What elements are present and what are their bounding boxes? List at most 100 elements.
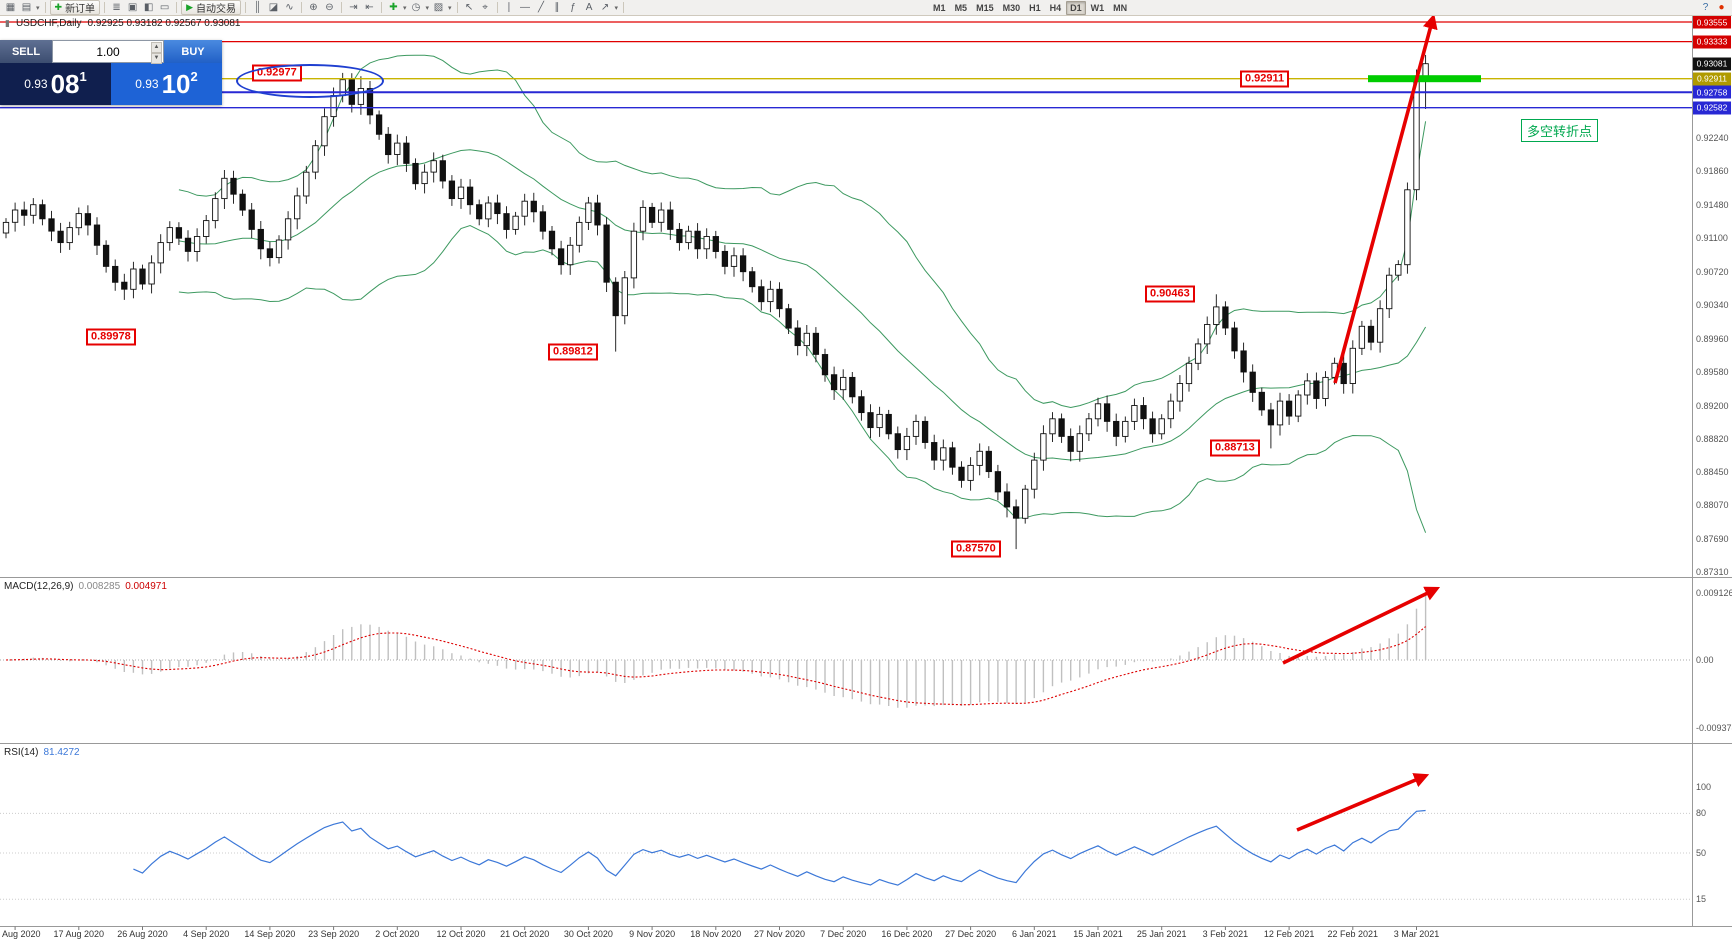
terminal-icon[interactable]: ▭ bbox=[159, 2, 170, 13]
buy-button[interactable]: BUY bbox=[164, 40, 222, 63]
indicators-icon[interactable]: ✚ bbox=[389, 2, 398, 13]
price-annotation-0.89978[interactable]: 0.89978 bbox=[86, 328, 136, 346]
date-axis-label: 3 Mar 2021 bbox=[1393, 929, 1440, 939]
trendline-icon[interactable]: ╱ bbox=[538, 2, 545, 13]
record-icon[interactable]: ● bbox=[1718, 2, 1725, 13]
indicators-caret-icon[interactable]: ▾ bbox=[402, 4, 407, 12]
crosshair-icon[interactable]: ⌖ bbox=[482, 2, 488, 13]
auto-scroll-icon[interactable]: ⇥ bbox=[349, 2, 358, 13]
candles bbox=[2, 54, 1429, 550]
volume-spinner: ▲ ▼ bbox=[151, 42, 162, 64]
macd-signal-value: 0.004971 bbox=[125, 581, 167, 592]
new-order-button-label: 新订单 bbox=[65, 4, 96, 15]
price-annotation-0.92911[interactable]: 0.92911 bbox=[1240, 70, 1290, 88]
text-icon[interactable]: A bbox=[585, 2, 593, 13]
ask-price-button[interactable]: 0.93 10 2 bbox=[111, 63, 222, 105]
timeframe-mn-button[interactable]: MN bbox=[1113, 2, 1128, 13]
data-window-icon[interactable]: ▣ bbox=[127, 2, 138, 13]
price-axis-tag-0.92911: 0.92911 bbox=[1693, 72, 1731, 86]
date-axis-label: 12 Oct 2020 bbox=[436, 929, 486, 939]
auto-trading-button-label: 自动交易 bbox=[195, 4, 236, 15]
green-highlight-bar[interactable] bbox=[1368, 75, 1481, 83]
rsi-value: 81.4272 bbox=[43, 747, 80, 758]
rsi-indicator-label: RSI(14) 81.4272 bbox=[4, 747, 80, 758]
trend-arrow-2[interactable] bbox=[1282, 586, 1441, 665]
arrows-icon[interactable]: ↗ bbox=[600, 2, 610, 13]
volume-down-icon[interactable]: ▼ bbox=[151, 53, 162, 64]
profiles-icon[interactable]: ▤ bbox=[21, 2, 32, 13]
new-chart-icon[interactable]: ▦ bbox=[5, 2, 16, 13]
date-axis-label: 18 Nov 2020 bbox=[690, 929, 742, 939]
volume-input[interactable] bbox=[53, 43, 163, 60]
rsi-axis-label: 50 bbox=[1696, 848, 1707, 858]
price-axis-label: 0.87310 bbox=[1696, 567, 1729, 577]
cursor-icon[interactable]: ↖ bbox=[464, 2, 474, 13]
toolbar-separator bbox=[244, 2, 246, 13]
macd-indicator-label: MACD(12,26,9) 0.008285 0.004971 bbox=[4, 581, 167, 592]
rsi-axis-label: 100 bbox=[1696, 782, 1712, 792]
turning-point-note[interactable]: 多空转折点 bbox=[1521, 119, 1599, 142]
price-axis-label: 0.89960 bbox=[1696, 333, 1729, 344]
rsi-line bbox=[133, 809, 1426, 886]
zoom-out-icon[interactable]: ⊖ bbox=[325, 2, 334, 13]
timeframe-w1-button[interactable]: W1 bbox=[1090, 2, 1105, 13]
chart-title: ▮ USDCHF,Daily 0.92925 0.93182 0.92567 0… bbox=[5, 18, 240, 29]
auto-trading-button[interactable]: ▶ 自动交易 bbox=[181, 0, 241, 15]
timeframe-m30-button[interactable]: M30 bbox=[1002, 2, 1021, 13]
channel-icon[interactable]: ∥ bbox=[554, 2, 560, 13]
help-icon[interactable]: ? bbox=[1702, 2, 1709, 13]
date-axis-label: 7 Dec 2020 bbox=[820, 929, 867, 939]
candlestick-chart-icon[interactable]: ◪ bbox=[268, 2, 279, 13]
trend-arrow-1[interactable] bbox=[1333, 13, 1438, 384]
date-axis-label: 16 Dec 2020 bbox=[881, 929, 933, 939]
date-axis-label: 6 Jan 2021 bbox=[1012, 929, 1057, 939]
line-chart-icon[interactable]: ∿ bbox=[285, 2, 294, 13]
navigator-icon[interactable]: ◧ bbox=[143, 2, 154, 13]
timeframe-m1-button[interactable]: M1 bbox=[933, 2, 946, 13]
bid-price-button[interactable]: 0.93 08 1 bbox=[0, 63, 111, 105]
new-order-button-icon: ✚ bbox=[54, 2, 63, 12]
chart-ohlc-values: 0.92925 0.93182 0.92567 0.93081 bbox=[87, 18, 241, 29]
timeframe-m5-button[interactable]: M5 bbox=[954, 2, 968, 13]
vertical-line-icon[interactable]: ∣ bbox=[506, 2, 512, 13]
timeframe-h4-button[interactable]: H4 bbox=[1049, 2, 1062, 13]
profiles-caret-icon[interactable]: ▾ bbox=[36, 4, 40, 12]
new-order-button[interactable]: ✚ 新订单 bbox=[49, 0, 101, 15]
chart-shift-icon[interactable]: ⇤ bbox=[365, 2, 374, 13]
price-axis-label: 0.91860 bbox=[1696, 166, 1729, 177]
periods-caret-icon[interactable]: ▾ bbox=[425, 4, 430, 12]
toolbar-separator bbox=[623, 2, 625, 13]
market-watch-icon[interactable]: ≣ bbox=[112, 2, 121, 13]
timeframe-h1-button[interactable]: H1 bbox=[1029, 2, 1041, 13]
price-axis-label: 0.91100 bbox=[1696, 233, 1728, 244]
horizontal-line-icon[interactable]: ― bbox=[520, 2, 531, 13]
trend-arrow-3[interactable] bbox=[1296, 773, 1430, 832]
arrows-caret-icon[interactable]: ▾ bbox=[614, 4, 619, 12]
rsi-axis-label: 80 bbox=[1696, 808, 1707, 819]
date-axis-label: 4 Sep 2020 bbox=[183, 929, 230, 939]
templates-icon[interactable]: ▨ bbox=[433, 2, 444, 13]
price-annotation-0.87570[interactable]: 0.87570 bbox=[951, 540, 1001, 558]
periods-icon[interactable]: ◷ bbox=[411, 2, 421, 13]
date-axis-label: 25 Jan 2021 bbox=[1136, 929, 1187, 939]
price-annotation-0.90463[interactable]: 0.90463 bbox=[1145, 285, 1195, 303]
volume-up-icon[interactable]: ▲ bbox=[151, 42, 162, 53]
templates-caret-icon[interactable]: ▾ bbox=[448, 4, 452, 12]
price-annotation-0.89812[interactable]: 0.89812 bbox=[548, 343, 598, 361]
sell-button[interactable]: SELL bbox=[0, 40, 52, 63]
fibonacci-icon[interactable]: ƒ bbox=[570, 2, 576, 13]
date-axis-label: 21 Oct 2020 bbox=[500, 929, 550, 939]
timeframe-d1-button[interactable]: D1 bbox=[1066, 0, 1086, 15]
highlight-ellipse[interactable] bbox=[236, 64, 384, 98]
price-axis-label: 0.87690 bbox=[1696, 533, 1729, 544]
date-axis-label: 3 Feb 2021 bbox=[1202, 929, 1249, 939]
price-annotation-0.88713[interactable]: 0.88713 bbox=[1210, 439, 1260, 457]
toolbar-separator bbox=[104, 2, 106, 13]
zoom-in-icon[interactable]: ⊕ bbox=[309, 2, 318, 13]
bar-chart-icon[interactable]: ║ bbox=[253, 2, 262, 13]
timeframe-m15-button[interactable]: M15 bbox=[976, 2, 994, 13]
date-axis-label: 22 Feb 2021 bbox=[1327, 929, 1379, 939]
date-axis-label: 12 Feb 2021 bbox=[1263, 929, 1315, 939]
date-axis-label: 27 Dec 2020 bbox=[945, 929, 997, 939]
